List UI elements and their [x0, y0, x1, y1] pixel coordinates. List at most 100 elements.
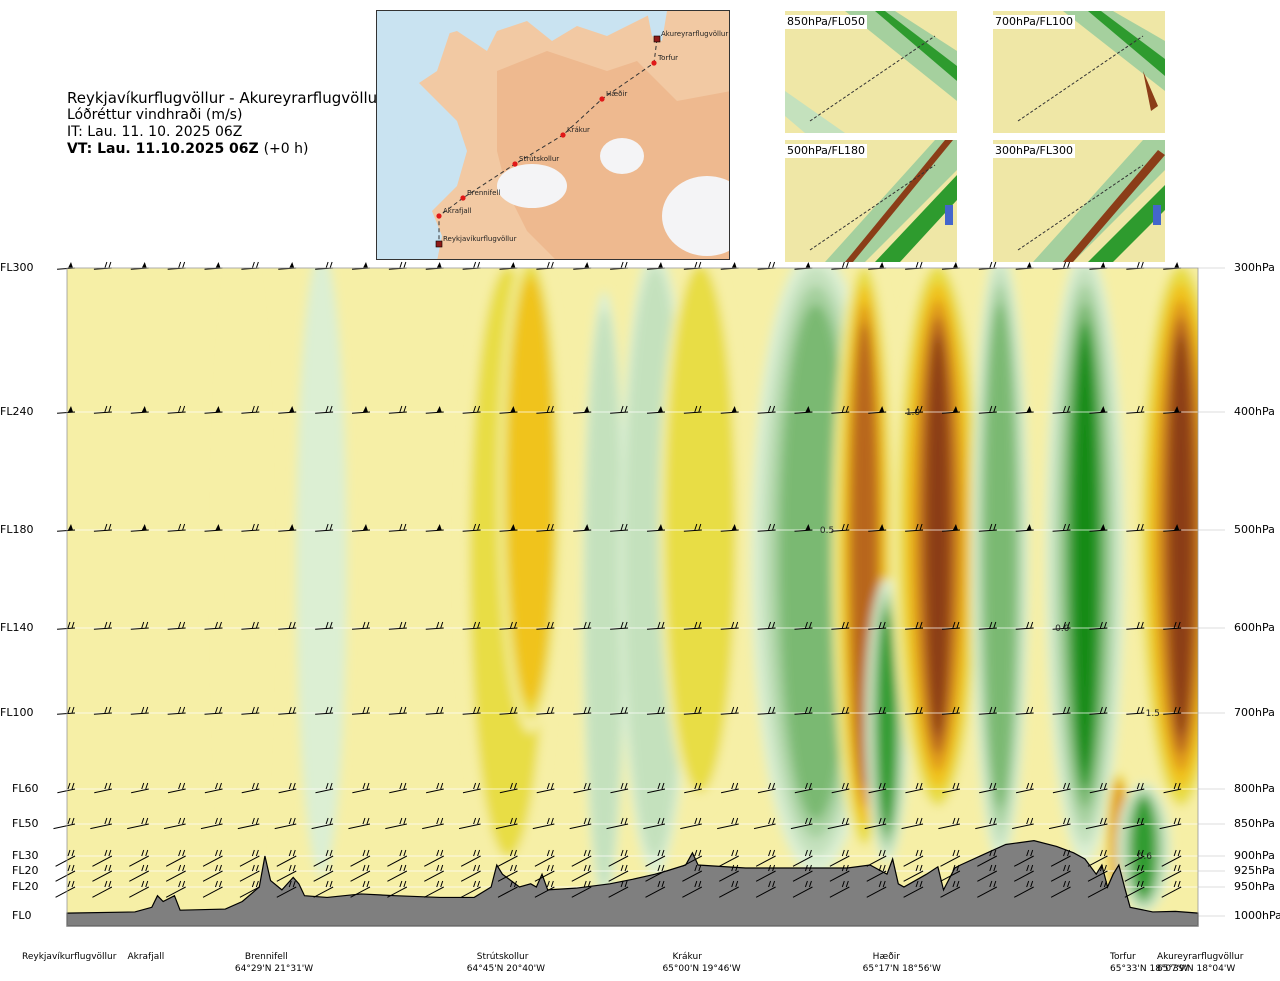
wind-barb [241, 706, 260, 715]
wind-barb [241, 405, 260, 414]
wind-barb [755, 880, 776, 898]
fl-label: FL180 [0, 523, 34, 536]
field-contour [779, 304, 852, 820]
wind-barb [866, 849, 887, 867]
field-cell-11 [971, 268, 1030, 864]
valid-offset: (+0 h) [263, 141, 309, 157]
wind-barb [645, 849, 666, 867]
wind-barb [610, 523, 629, 532]
wind-barb [499, 706, 518, 715]
wind-barb [315, 523, 334, 532]
wind-barb [1126, 706, 1145, 715]
wind-barb [350, 864, 371, 882]
wind-barb [1014, 864, 1034, 882]
wind-barb [792, 849, 813, 867]
wind-barb [829, 880, 850, 898]
wind-barb [1050, 864, 1071, 882]
station-name: Reykjavíkurflugvöllur [22, 952, 117, 962]
wind-barb [643, 817, 666, 830]
field-cell-15 [1133, 268, 1198, 823]
contour-label: 0.6 [1138, 852, 1153, 862]
wind-barb [93, 523, 112, 532]
wind-barb [831, 523, 850, 532]
wind-barb [497, 864, 518, 882]
station-label: Reykjavíkurflugvöllur [22, 951, 116, 963]
wind-barb [941, 706, 960, 715]
issue-time: IT: Lau. 11. 10. 2025 06Z [67, 124, 243, 140]
wind-barb [905, 706, 924, 715]
wind-barb [278, 524, 297, 532]
mini-map-300-label: 300hPa/FL300 [993, 144, 1076, 158]
field-blur-layer [220, 268, 1198, 913]
wind-barb [93, 621, 112, 630]
wind-barb [241, 621, 260, 630]
wind-barb [608, 849, 629, 867]
field-contour [585, 309, 623, 889]
wind-barb [1050, 880, 1071, 898]
wind-barb [573, 406, 592, 414]
station-label: Krákur 65°00'N 19°46'W [662, 951, 740, 975]
station-label: Hæðir 65°17'N 18°56'W [863, 951, 941, 975]
route-point-label: Akrafjall [443, 207, 472, 215]
mini-map-700-svg [993, 11, 1165, 133]
wind-barb [276, 880, 297, 898]
wind-barb [460, 849, 481, 867]
wind-barb [458, 817, 481, 830]
wind-barb [1014, 849, 1034, 867]
wind-barb [167, 621, 186, 630]
wind-barb [532, 817, 555, 830]
wind-barb [1015, 524, 1034, 532]
mini-map-700: 700hPa/FL100 [993, 11, 1165, 133]
wind-barb [351, 706, 371, 715]
station-coord: 64°29'N 21°31'W [234, 964, 314, 974]
field-contour [1074, 340, 1095, 771]
wind-barb [719, 849, 739, 867]
wind-barb [682, 880, 703, 898]
wind-barb [55, 864, 76, 882]
wind-barb [979, 782, 997, 794]
wind-barbs [53, 261, 1182, 898]
wind-barb [1122, 817, 1145, 830]
wind-barb [720, 782, 739, 794]
wind-barb [905, 405, 924, 414]
wind-barb [978, 523, 997, 532]
wind-barb [683, 706, 702, 715]
wind-barb [719, 880, 739, 898]
wind-barb [388, 523, 407, 532]
route-point: Akureyrarflugvöllur [653, 30, 728, 43]
wind-barb [646, 621, 665, 630]
wind-barb [348, 817, 371, 830]
station-coord: 65°39'N 18°04'W [1157, 964, 1236, 974]
fl-label: FL240 [0, 405, 34, 418]
wind-barb [387, 849, 408, 867]
wind-barb [942, 782, 961, 794]
pressure-label: 800hPa [1234, 782, 1275, 795]
wind-barb [92, 864, 113, 882]
wind-barb [903, 880, 924, 898]
wind-barb [204, 706, 223, 715]
wind-barb [93, 405, 112, 414]
wind-barb [55, 880, 76, 898]
mini-map-500: 500hPa/FL180 [785, 140, 957, 262]
contour-label: 0.0 [1055, 624, 1070, 634]
wind-barb [313, 864, 334, 882]
wind-barb [313, 849, 334, 867]
wind-barb [831, 782, 850, 794]
wind-barb [57, 782, 76, 794]
station-name: Hæðir [872, 952, 900, 962]
wind-barb [92, 880, 113, 898]
wind-barb [683, 523, 702, 532]
wind-barb [831, 405, 850, 414]
wind-barb [610, 621, 629, 630]
wind-barb [536, 706, 555, 715]
station-label: Akrafjall [127, 951, 164, 963]
wind-barb [792, 880, 813, 898]
route-point: Akrafjall [436, 207, 472, 219]
route-point-label: Reykjavíkurflugvöllur [443, 235, 517, 243]
wind-barb [239, 864, 260, 882]
wind-barb [204, 524, 223, 532]
chart-title: Reykjavíkurflugvöllur - Akureyrarflugvöl… [67, 89, 384, 107]
wind-barb [165, 849, 186, 867]
wind-barb [202, 880, 223, 898]
wind-barb [866, 864, 887, 882]
